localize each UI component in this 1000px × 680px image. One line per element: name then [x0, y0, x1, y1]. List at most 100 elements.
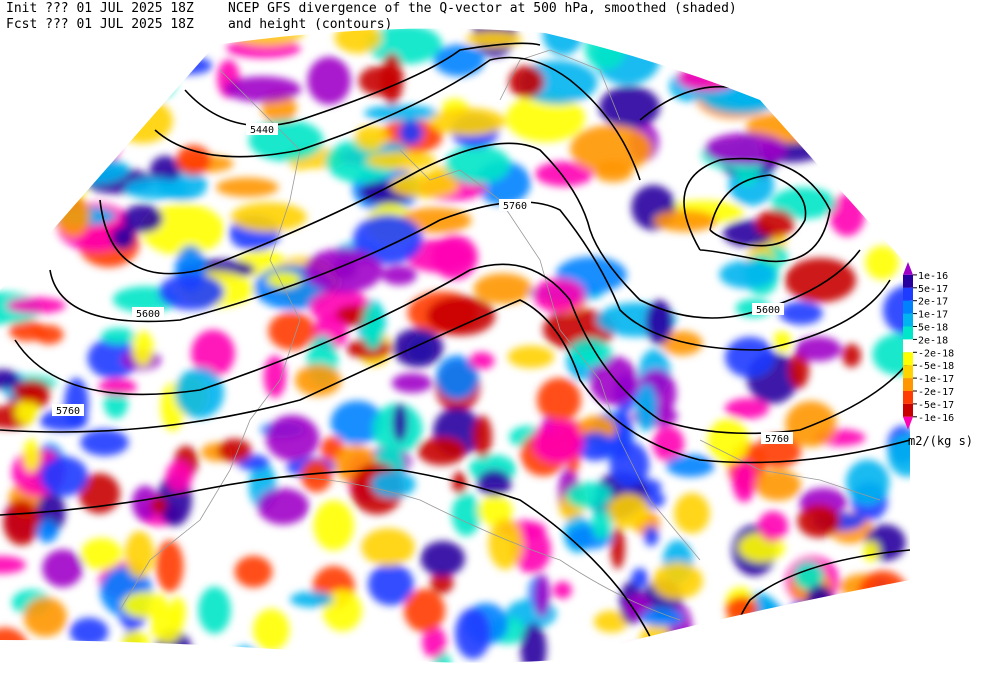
- shade-blob: [223, 76, 302, 103]
- shade-blob: [6, 297, 66, 314]
- contour-label-bg: [52, 404, 84, 416]
- colorbar-label: -5e-17: [918, 400, 954, 411]
- shade-blob: [100, 96, 149, 114]
- shade-blob: [217, 438, 252, 463]
- shade-blob: [845, 138, 910, 190]
- shade-blob: [303, 248, 383, 293]
- shade-blob: [887, 433, 910, 477]
- shade-blob: [78, 473, 121, 514]
- contour-label-bg: [752, 303, 784, 315]
- shade-blob: [724, 398, 770, 419]
- shade-blob: [609, 441, 650, 488]
- shade-blob: [403, 588, 446, 633]
- shade-blob: [15, 399, 39, 425]
- shade-blob: [607, 493, 651, 529]
- shade-blob: [23, 439, 41, 472]
- shade-blob: [779, 301, 823, 325]
- shade-blob: [391, 373, 433, 393]
- colorbar-label: 5e-17: [918, 284, 948, 295]
- shade-blob: [584, 28, 626, 70]
- shade-blob: [103, 388, 128, 419]
- contour-label: 5760: [503, 201, 527, 212]
- colorbar-swatch: [903, 300, 913, 314]
- shade-blob: [111, 225, 135, 250]
- shade-blob: [40, 456, 89, 497]
- contour-label: 5440: [250, 125, 274, 136]
- colorbar-swatch: [903, 403, 913, 417]
- shade-blob: [266, 271, 302, 288]
- shade-blob: [150, 497, 167, 514]
- shade-blob: [150, 155, 181, 185]
- shade-blob: [191, 329, 235, 377]
- shade-blob: [435, 355, 479, 400]
- shade-blob: [20, 107, 48, 127]
- shade-blob: [767, 77, 823, 109]
- colorbar-label: -5e-18: [918, 361, 954, 372]
- shade-blob: [0, 152, 21, 185]
- shade-blob: [815, 105, 852, 146]
- shade-blob: [472, 415, 493, 458]
- shade-blob: [392, 403, 408, 442]
- shade-blob: [894, 180, 910, 226]
- shade-blob: [234, 555, 273, 588]
- shade-blob: [870, 83, 910, 121]
- shade-blob: [366, 151, 436, 171]
- contour-label-bg: [132, 307, 164, 319]
- colorbar-label: 1e-16: [918, 271, 948, 282]
- shade-blob: [361, 302, 385, 351]
- colorbar-unit: m2/(kg s): [908, 434, 973, 448]
- shade-blob: [724, 336, 775, 378]
- shade-blob: [757, 511, 789, 542]
- shade-blob: [754, 469, 802, 501]
- shade-blob: [845, 459, 890, 506]
- shade-blob: [451, 493, 481, 537]
- shade-blob: [707, 32, 787, 56]
- shade-blob: [294, 364, 342, 397]
- shade-blob: [591, 508, 613, 540]
- shade-blob: [553, 581, 572, 599]
- shade-blob: [429, 107, 506, 136]
- shade-blob: [120, 630, 151, 663]
- shade-blob: [253, 608, 290, 651]
- shade-blob: [35, 520, 59, 543]
- shade-blob: [643, 526, 659, 547]
- shade-blob: [12, 379, 51, 403]
- shade-blob: [589, 356, 638, 406]
- shade-blob: [661, 330, 703, 356]
- contour-label: 5760: [765, 434, 789, 445]
- colorbar-swatch: [903, 274, 913, 288]
- shade-blob: [155, 540, 184, 593]
- contour-labels: 5440 5600 5760 5760 5600 5760: [52, 123, 793, 445]
- shade-blob: [431, 234, 478, 280]
- shade-blob: [368, 563, 414, 606]
- shade-blob: [732, 461, 756, 503]
- shade-blob: [635, 383, 658, 432]
- colorbar-cap: [903, 416, 913, 430]
- shade-blob: [532, 419, 584, 464]
- forecast-time: Fcst ??? 01 JUL 2025 18Z: [6, 17, 194, 32]
- shade-blob: [535, 161, 594, 187]
- shade-blob: [846, 56, 884, 79]
- height-contours: [0, 42, 910, 661]
- colorbar-cap: [903, 262, 913, 275]
- shade-blob: [532, 278, 586, 313]
- subtitle: and height (contours): [228, 17, 392, 32]
- shade-blob: [42, 549, 83, 588]
- shade-blob: [426, 296, 496, 336]
- shade-blob: [813, 30, 892, 56]
- shade-blob: [568, 338, 612, 367]
- shade-blob: [621, 644, 669, 663]
- shade-blob: [806, 584, 834, 616]
- shade-blob: [860, 590, 906, 626]
- shade-blob: [390, 172, 459, 199]
- shade-blob: [520, 623, 547, 663]
- contour-label: 5760: [56, 406, 80, 417]
- shade-blob: [366, 28, 443, 65]
- shade-blob: [119, 654, 162, 663]
- shade-blob: [534, 573, 550, 617]
- shade-blob: [230, 202, 307, 232]
- shade-blob: [785, 401, 837, 447]
- shade-blob: [289, 591, 334, 608]
